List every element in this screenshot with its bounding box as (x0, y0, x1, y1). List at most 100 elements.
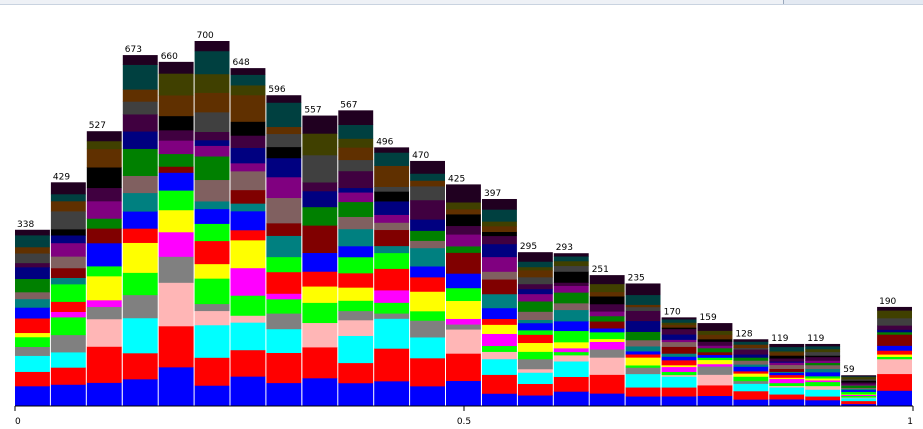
bar-14-segment-14 (517, 288, 553, 295)
bar-0-segment-12 (15, 262, 50, 268)
bar-20-segment-16 (733, 339, 769, 342)
bar-22-segment-14 (805, 355, 841, 358)
bar-20-segment-5 (733, 373, 769, 377)
bar-10-segment-8 (374, 245, 410, 254)
bar-3 (122, 55, 158, 407)
bar-1-segment-11 (50, 242, 86, 257)
bar-8-segment-10 (302, 182, 338, 192)
count-label-2: 527 (89, 121, 106, 131)
bar-21-segment-12 (769, 362, 805, 366)
count-label-17: 235 (628, 274, 645, 284)
bar-13-segment-19 (482, 198, 517, 210)
bar-24-segment-13 (877, 306, 912, 311)
bar-9-segment-5 (338, 300, 374, 312)
bar-0-segment-7 (15, 307, 50, 319)
bar-7 (266, 95, 302, 407)
bar-2-segment-4 (86, 299, 122, 308)
bar-14-segment-13 (517, 293, 553, 302)
bar-18-segment-9 (661, 353, 697, 357)
bar-20-segment-9 (733, 360, 769, 365)
bar-3-segment-15 (122, 64, 158, 90)
bar-0-segment-10 (15, 278, 50, 293)
bar-14-segment-1 (517, 383, 553, 396)
bar-12-segment-15 (446, 184, 481, 203)
bar-16-segment-13 (589, 291, 625, 297)
bar-14-segment-9 (517, 322, 553, 331)
bar-22-segment-12 (805, 360, 841, 363)
bar-9-segment-13 (338, 192, 374, 203)
bar-16-segment-6 (589, 331, 625, 340)
bar-22-segment-4 (805, 381, 841, 387)
bar-18-segment-1 (661, 387, 697, 397)
bar-21-segment-0 (769, 399, 805, 407)
bar-14-segment-4 (517, 358, 553, 370)
bar-0-segment-13 (15, 253, 50, 264)
bar-18-segment-8 (661, 356, 697, 361)
bar-2-segment-1 (86, 346, 122, 383)
bar-6-segment-12 (230, 162, 266, 172)
bar-9-segment-3 (338, 319, 374, 336)
bar-12-segment-6 (446, 287, 481, 302)
bar-19-segment-9 (697, 347, 733, 353)
bar-22 (805, 343, 841, 407)
bar-10-segment-6 (374, 268, 410, 291)
bar-17-segment-15 (625, 294, 661, 305)
bar-14-segment-10 (517, 319, 553, 324)
bar-19-segment-7 (697, 354, 733, 358)
bar-23-segment-10 (841, 387, 877, 390)
count-label-8: 557 (304, 106, 321, 116)
bar-3-segment-2 (122, 317, 158, 354)
bar-5-segment-14 (194, 139, 230, 146)
bar-11-segment-16 (410, 160, 445, 174)
bar-18-segment-2 (661, 376, 697, 388)
bar-11-segment-0 (410, 385, 445, 407)
bars-group (15, 41, 912, 407)
bar-6-segment-19 (230, 68, 266, 75)
bar-0-segment-2 (15, 355, 50, 372)
bar-3-segment-9 (122, 175, 158, 194)
bar-3-segment-13 (122, 101, 158, 115)
bar-24-segment-9 (877, 329, 912, 333)
bar-21-segment-7 (769, 374, 805, 378)
bar-13-segment-9 (482, 293, 517, 309)
bar-2-segment-10 (86, 200, 122, 219)
bar-10-segment-4 (374, 302, 410, 314)
bar-22-segment-17 (805, 346, 841, 350)
bar-7-segment-13 (266, 146, 302, 159)
bar-11-segment-5 (410, 291, 445, 312)
bar-16-segment-11 (589, 303, 625, 312)
bar-23-segment-7 (841, 391, 877, 395)
bar-8-segment-7 (302, 225, 338, 253)
bar-7-segment-8 (266, 235, 302, 258)
bar-4-segment-10 (158, 140, 194, 155)
bar-16-segment-5 (589, 338, 625, 342)
bar-18-segment-11 (661, 341, 697, 347)
bar-12-segment-8 (446, 252, 481, 274)
bar-6-segment-2 (230, 322, 266, 351)
bar-17-segment-13 (625, 306, 661, 311)
bar-17-segment-6 (625, 354, 661, 358)
bar-21-segment-2 (769, 387, 805, 395)
bar-14 (517, 252, 553, 407)
bar-12-segment-0 (446, 380, 481, 407)
bar-0-segment-11 (15, 266, 50, 280)
bar-24-segment-3 (877, 356, 912, 360)
bar-21-segment-8 (769, 372, 805, 376)
bar-6-segment-4 (230, 295, 266, 316)
bar-24 (877, 306, 912, 407)
bar-5-segment-6 (194, 263, 230, 279)
bar-1-segment-17 (50, 182, 86, 195)
bar-22-segment-16 (805, 348, 841, 353)
bar-23-segment-2 (841, 397, 877, 402)
bar-2-segment-0 (86, 382, 122, 407)
bar-17-segment-14 (625, 304, 661, 308)
bar-21-segment-4 (769, 382, 805, 387)
bar-23-segment-18 (841, 375, 877, 377)
bar-17-segment-4 (625, 365, 661, 368)
bar-21-segment-14 (769, 358, 805, 362)
bar-13-segment-8 (482, 307, 517, 319)
bar-4-segment-6 (158, 190, 194, 211)
bar-17-segment-3 (625, 367, 661, 375)
bar-17-segment-10 (625, 331, 661, 341)
bar-3-segment-1 (122, 352, 158, 380)
